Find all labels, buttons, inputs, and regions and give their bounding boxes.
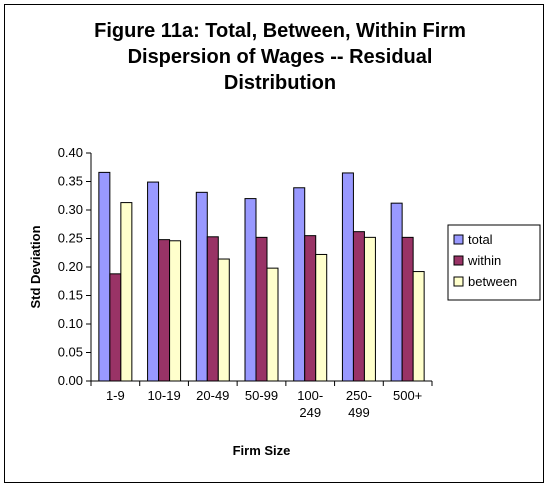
legend-swatch-within <box>453 255 464 266</box>
bar-between <box>363 236 376 382</box>
x-tick-label: 1-9 <box>106 388 125 403</box>
y-tick-label: 0.30 <box>58 202 83 217</box>
x-tick-label: 50-99 <box>245 388 278 403</box>
x-tick-label: 10-19 <box>147 388 180 403</box>
y-tick-label: 0.25 <box>58 231 83 246</box>
x-tick-label: 500+ <box>393 388 422 403</box>
y-tick-label: 0.35 <box>58 174 83 189</box>
bar-within <box>401 236 414 382</box>
bar-within <box>352 231 365 382</box>
x-tick-label: 100-249 <box>297 388 323 420</box>
bar-total <box>195 191 208 382</box>
bar-within <box>109 273 122 382</box>
bar-total <box>293 187 306 382</box>
bar-between <box>412 271 425 382</box>
bar-within <box>304 235 317 382</box>
bar-within <box>255 236 268 382</box>
bar-total <box>390 202 403 382</box>
bar-between <box>120 202 133 382</box>
legend-label-total: total <box>468 232 493 247</box>
y-tick-label: 0.05 <box>58 345 83 360</box>
legend-label-within: within <box>467 253 501 268</box>
bar-between <box>266 267 279 382</box>
bar-total <box>244 198 257 382</box>
y-tick-label: 0.20 <box>58 259 83 274</box>
legend-swatch-between <box>453 276 464 287</box>
bar-total <box>147 181 160 382</box>
bar-total <box>341 172 354 382</box>
bar-within <box>206 236 219 382</box>
bar-between <box>217 258 230 382</box>
x-tick-label: 20-49 <box>196 388 229 403</box>
x-tick-label: 250-499 <box>346 388 372 420</box>
x-axis-title: Firm Size <box>233 443 291 458</box>
y-tick-label: 0.10 <box>58 316 83 331</box>
bar-total <box>98 171 111 382</box>
y-tick-label: 0.00 <box>58 373 83 388</box>
y-tick-label: 0.15 <box>58 288 83 303</box>
y-tick-label: 0.40 <box>58 145 83 160</box>
bar-between <box>315 253 328 382</box>
legend-swatch-total <box>453 234 464 245</box>
chart-title: Figure 11a: Total, Between, Within Firm … <box>94 20 466 94</box>
y-axis-title: Std Deviation <box>28 225 43 308</box>
bar-within <box>158 239 171 382</box>
bar-between <box>169 240 182 382</box>
legend-label-between: between <box>468 274 517 289</box>
